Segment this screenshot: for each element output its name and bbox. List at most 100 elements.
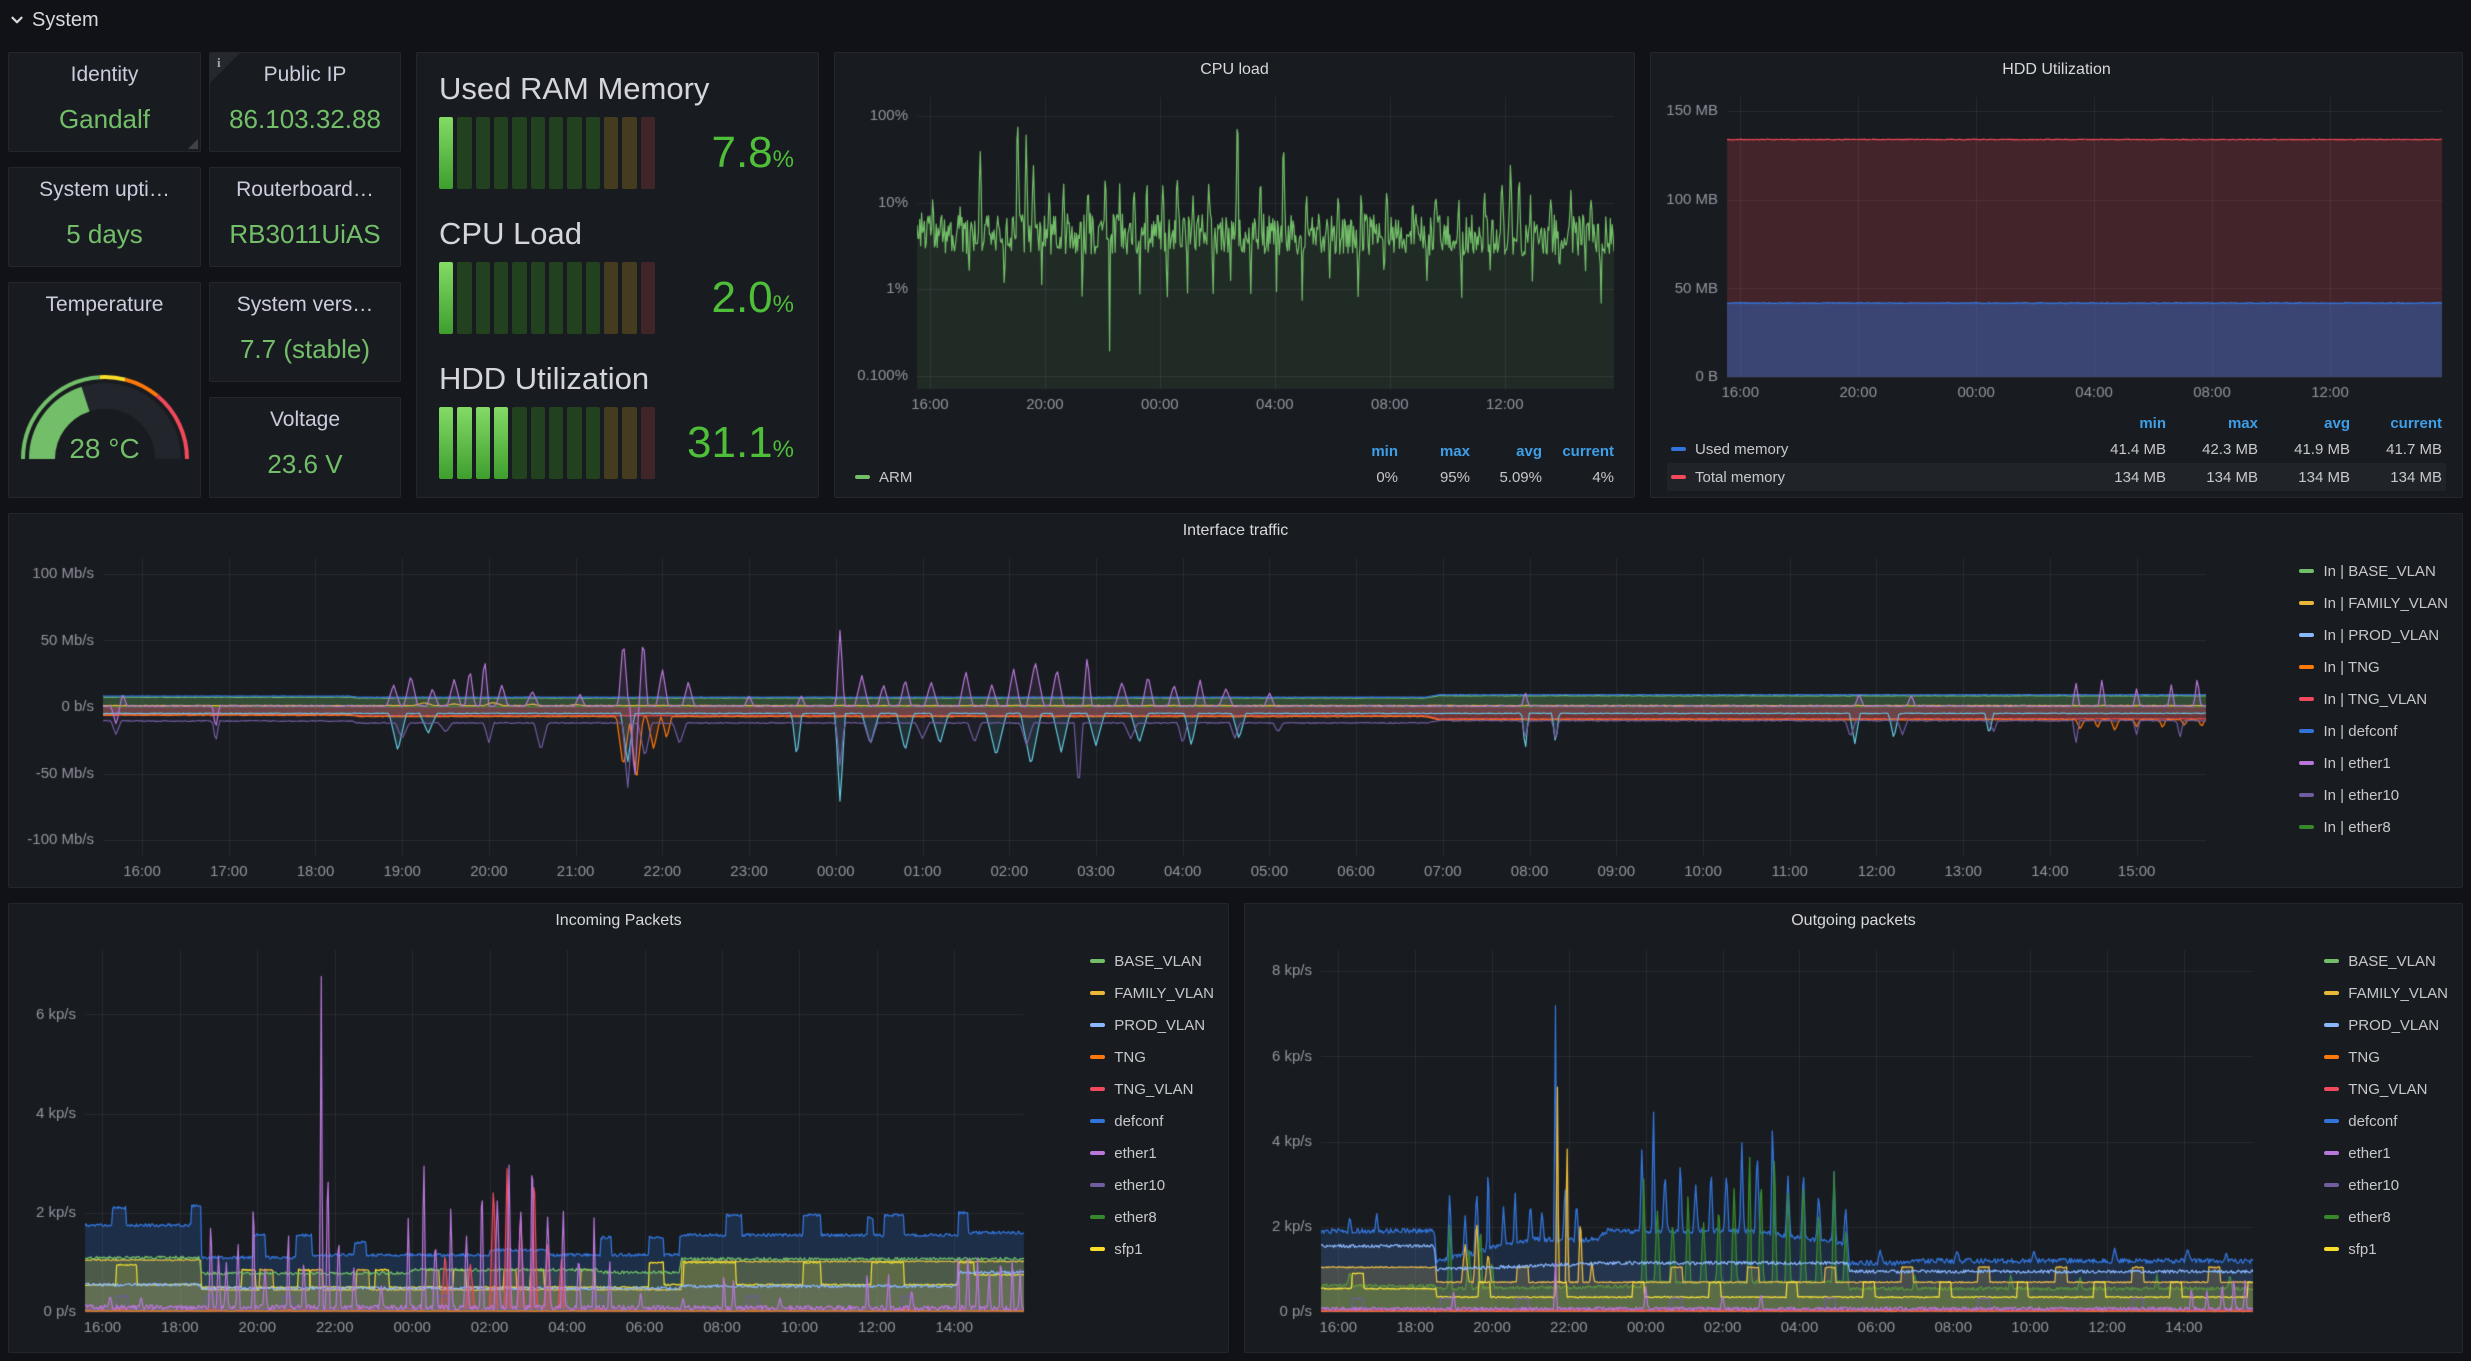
legend-item[interactable]: FAMILY_VLAN	[2324, 982, 2448, 1004]
interface-traffic-chart[interactable]	[9, 548, 2460, 886]
public-ip-value: 86.103.32.88	[229, 103, 381, 134]
legend-item[interactable]: TNG_VLAN	[2324, 1078, 2448, 1100]
legend-item[interactable]: In | ether1	[2299, 752, 2448, 774]
legend-item[interactable]: ether1	[2324, 1142, 2448, 1164]
system-version-value: 7.7 (stable)	[239, 333, 371, 364]
legend-swatch-icon	[2299, 697, 2315, 701]
legend-item[interactable]: sfp1	[2324, 1238, 2448, 1260]
panel-hdd-utilization: HDD Utilization min max avg current Used mem…	[1650, 52, 2463, 498]
panel-title[interactable]: Interface traffic	[1182, 522, 1289, 539]
legend-swatch-icon	[2324, 1183, 2340, 1187]
legend-label: ether1	[2348, 1144, 2391, 1162]
panel-temperature: Temperature 28 °C	[8, 282, 201, 498]
legend-item[interactable]: FAMILY_VLAN	[1090, 982, 1214, 1004]
legend-item[interactable]: In | PROD_VLAN	[2299, 624, 2448, 646]
legend-swatch-icon	[1090, 1215, 1106, 1219]
legend-item[interactable]: PROD_VLAN	[1090, 1014, 1214, 1036]
legend-label: In | PROD_VLAN	[2323, 626, 2440, 644]
hdd-utilization-chart[interactable]	[1651, 87, 2460, 405]
legend-item[interactable]: ether10	[2324, 1174, 2448, 1196]
legend-row[interactable]: ARM 0% 95% 5.09% 4%	[851, 463, 1618, 491]
legend-label: FAMILY_VLAN	[1114, 984, 1214, 1002]
bar-gauge-segment	[603, 117, 619, 189]
legend-swatch-icon	[1090, 1023, 1106, 1027]
legend-item[interactable]: In | TNG	[2299, 656, 2448, 678]
resize-handle[interactable]	[188, 139, 198, 149]
panel-title[interactable]: Voltage	[269, 408, 341, 431]
legend-item[interactable]: TNG	[2324, 1046, 2448, 1068]
legend-item[interactable]: In | ether10	[2299, 784, 2448, 806]
panel-title[interactable]: Outgoing packets	[1791, 912, 1916, 929]
legend-item[interactable]: BASE_VLAN	[2324, 950, 2448, 972]
legend-row[interactable]: Used memory 41.4 MB 42.3 MB 41.9 MB 41.7 MB	[1667, 435, 2446, 463]
legend-row[interactable]: Total memory 134 MB 134 MB 134 MB 134 MB	[1667, 463, 2446, 491]
bar-gauge-segment	[457, 262, 472, 334]
bar-gauge-segment	[622, 262, 637, 334]
legend-swatch-icon	[2299, 825, 2315, 829]
panel-identity: Identity Gandalf	[8, 52, 201, 152]
incoming-packets-chart[interactable]	[9, 938, 1226, 1344]
bar-gauge-segment	[439, 262, 454, 334]
legend-item[interactable]: TNG_VLAN	[1090, 1078, 1214, 1100]
legend-item[interactable]: PROD_VLAN	[2324, 1014, 2448, 1036]
legend-item[interactable]: In | FAMILY_VLAN	[2299, 592, 2448, 614]
legend-stat-column[interactable]: min	[2139, 414, 2166, 432]
legend-stat-column[interactable]: min	[1371, 442, 1398, 460]
panel-info-corner[interactable]	[210, 53, 240, 83]
panel-outgoing-packets: Outgoing packets BASE_VLAN FAMILY_VLAN PRO…	[1244, 903, 2463, 1353]
legend-item[interactable]: ether8	[1090, 1206, 1214, 1228]
bar-gauge-segment	[475, 262, 490, 334]
panel-title[interactable]: System upti…	[39, 178, 170, 201]
bar-gauge-segment	[475, 407, 490, 479]
legend-stat-column[interactable]: max	[1439, 442, 1470, 460]
legend-item[interactable]: In | BASE_VLAN	[2299, 560, 2448, 582]
legend-swatch-icon	[1090, 1087, 1106, 1091]
legend-item[interactable]: BASE_VLAN	[1090, 950, 1214, 972]
panel-title[interactable]: Temperature	[45, 293, 164, 316]
legend-item[interactable]: ether10	[1090, 1174, 1214, 1196]
bar-gauge-value: 7.8%	[711, 128, 794, 177]
legend-item[interactable]: TNG	[1090, 1046, 1214, 1068]
bar-gauge-segment	[585, 117, 600, 189]
legend-stat-column[interactable]: current	[2390, 414, 2442, 432]
legend-label: In | ether8	[2323, 818, 2391, 836]
bar-gauge-segment	[548, 117, 564, 189]
legend-item[interactable]: defconf	[2324, 1110, 2448, 1132]
legend-item[interactable]: ether8	[2324, 1206, 2448, 1228]
outgoing-packets-chart[interactable]	[1245, 938, 2460, 1344]
legend-stat-column[interactable]: current	[1562, 442, 1614, 460]
legend-swatch-icon	[2324, 1119, 2340, 1123]
outgoing-packets-legend: BASE_VLAN FAMILY_VLAN PROD_VLAN TNG TNG_VLAN…	[2324, 950, 2448, 1270]
legend-item[interactable]: In | defconf	[2299, 720, 2448, 742]
legend-label: BASE_VLAN	[2348, 952, 2436, 970]
panel-title[interactable]: Routerboard…	[236, 178, 374, 201]
bar-gauge: HDD Utilization 31.1%	[439, 357, 794, 479]
bar-gauge-segment	[548, 262, 564, 334]
panel-title[interactable]: HDD Utilization	[2002, 61, 2111, 78]
legend-swatch-icon	[2324, 1247, 2340, 1251]
legend-stat-value: 42.3 MB	[2202, 440, 2258, 458]
legend-item[interactable]: ether1	[1090, 1142, 1214, 1164]
panel-title[interactable]: Identity	[70, 63, 139, 86]
bar-gauge-label: CPU Load	[439, 216, 583, 251]
panel-title[interactable]: Incoming Packets	[555, 912, 682, 929]
legend-stat-column[interactable]: avg	[2324, 414, 2350, 432]
bar-gauge-segments	[439, 262, 655, 334]
legend-stat-column[interactable]: avg	[1516, 442, 1542, 460]
legend-item[interactable]: sfp1	[1090, 1238, 1214, 1260]
info-icon: i	[217, 55, 221, 70]
panel-resource-gauges: Used RAM Memory 7.8% CPU Load 2.0% HDD Utili…	[416, 52, 819, 498]
incoming-packets-legend: BASE_VLAN FAMILY_VLAN PROD_VLAN TNG TNG_VLAN…	[1090, 950, 1214, 1270]
legend-item[interactable]: In | TNG_VLAN	[2299, 688, 2448, 710]
bar-gauge-segment	[640, 262, 655, 334]
panel-title[interactable]: System vers…	[236, 293, 374, 316]
panel-title[interactable]: CPU load	[1200, 61, 1269, 78]
cpu-load-chart[interactable]	[835, 87, 1632, 417]
legend-stat-column[interactable]: max	[2227, 414, 2258, 432]
row-header-system[interactable]: System	[8, 4, 99, 36]
legend-item[interactable]: In | ether8	[2299, 816, 2448, 838]
panel-title[interactable]: Public IP	[263, 63, 347, 86]
legend-item[interactable]: defconf	[1090, 1110, 1214, 1132]
legend-label: TNG_VLAN	[1114, 1080, 1194, 1098]
